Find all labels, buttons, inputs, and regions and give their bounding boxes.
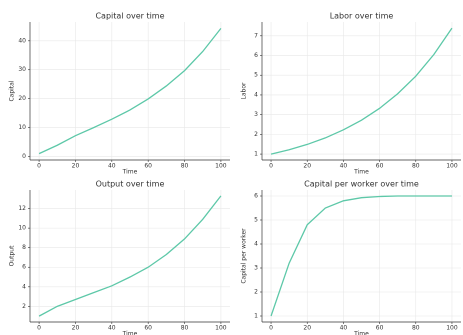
chart-title: Output over time [96,180,165,189]
y-axis-label: Capital [9,80,16,101]
y-tick-label: 0 [22,153,26,160]
y-tick-label: 2 [22,303,26,310]
chart-title: Labor over time [330,12,394,21]
y-tick-label: 40 [18,37,26,44]
x-tick-label: 80 [181,325,189,332]
line-series [38,27,222,155]
y-tick-label: 2 [254,289,258,296]
subplot: 0 20 40 60 80 100 0 10 20 30 40 Capital over time Ti… [9,12,230,176]
x-axis-label: Time [353,169,369,176]
x-axis-label: Time [353,331,369,335]
y-tick-label: 30 [18,66,26,73]
x-tick-label: 80 [412,325,420,332]
y-axis-label: Output [9,245,16,266]
x-tick-label: 60 [144,325,152,332]
subplot: 0 20 40 60 80 100 2 4 6 8 10 12 Output over time Time… [9,180,230,335]
y-tick-label: 5 [254,72,258,79]
x-tick-label: 100 [446,163,458,170]
y-tick-label: 7 [254,32,258,39]
y-tick-label: 6 [254,193,258,200]
x-tick-label: 20 [72,325,80,332]
y-tick-label: 1 [254,151,258,158]
subplot: 0 20 40 60 80 100 1 2 3 4 5 6 Capital per worker ove… [241,180,461,335]
x-tick-label: 80 [181,163,189,170]
line-series [270,27,453,155]
x-tick-label: 60 [376,325,384,332]
y-tick-label: 5 [254,217,258,224]
y-tick-label: 4 [254,91,258,98]
x-axis-label: Time [122,331,138,335]
x-tick-label: 0 [37,325,41,332]
x-tick-label: 100 [446,325,458,332]
chart-title: Capital over time [95,12,164,21]
x-tick-label: 40 [108,163,116,170]
subplot: 0 20 40 60 80 100 1 2 3 4 5 6 7 Labor over time Time La… [241,12,461,176]
y-tick-label: 20 [18,95,26,102]
y-axis-label: Capital per worker [241,228,248,284]
y-tick-label: 4 [22,283,26,290]
x-tick-label: 100 [215,325,227,332]
x-tick-label: 100 [215,163,227,170]
y-tick-label: 6 [22,264,26,271]
x-tick-label: 40 [108,325,116,332]
x-tick-label: 20 [72,163,80,170]
x-tick-label: 20 [303,325,311,332]
line-series [270,195,452,317]
y-tick-label: 4 [254,241,258,248]
y-axis-label: Labor [241,82,248,99]
y-tick-label: 1 [254,313,258,320]
x-tick-label: 0 [269,325,273,332]
x-tick-label: 20 [303,163,311,170]
line-series [38,195,222,317]
y-tick-label: 8 [22,244,26,251]
chart-title: Capital per worker over time [304,180,419,189]
x-tick-label: 0 [37,163,41,170]
x-tick-label: 80 [412,163,420,170]
y-tick-label: 3 [254,265,258,272]
y-tick-label: 2 [254,131,258,138]
x-tick-label: 0 [269,163,273,170]
y-tick-label: 3 [254,111,258,118]
x-tick-label: 40 [340,325,348,332]
y-tick-label: 10 [18,124,26,131]
y-tick-label: 6 [254,52,258,59]
x-tick-label: 40 [340,163,348,170]
y-tick-label: 12 [18,205,26,212]
x-tick-label: 60 [376,163,384,170]
y-tick-label: 10 [18,225,26,232]
x-tick-label: 60 [144,163,152,170]
x-axis-label: Time [122,169,138,176]
